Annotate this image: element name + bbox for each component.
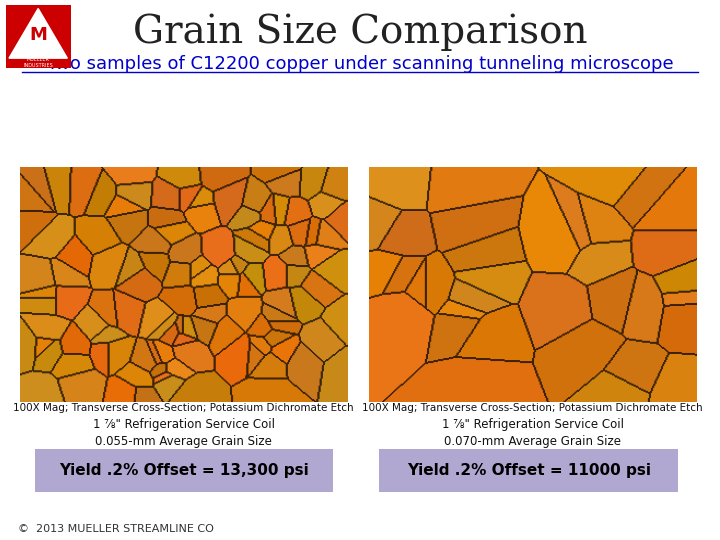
Text: 0.055-mm Average Grain Size: 0.055-mm Average Grain Size: [95, 435, 272, 448]
Text: 0.070-mm Average Grain Size: 0.070-mm Average Grain Size: [444, 435, 621, 448]
Text: 100X Mag; Transverse Cross-Section; Potassium Dichromate Etch: 100X Mag; Transverse Cross-Section; Pota…: [13, 403, 354, 413]
FancyBboxPatch shape: [35, 449, 333, 492]
Text: ©  2013 MUELLER STREAMLINE CO: © 2013 MUELLER STREAMLINE CO: [18, 523, 214, 534]
Text: M: M: [30, 26, 47, 44]
Text: MUELLER
INDUSTRIES: MUELLER INDUSTRIES: [23, 57, 53, 68]
Text: Yield .2% Offset = 11000 psi: Yield .2% Offset = 11000 psi: [407, 463, 651, 478]
Text: Two samples of C12200 copper under scanning tunneling microscope: Two samples of C12200 copper under scann…: [47, 55, 673, 73]
Text: Grain Size Comparison: Grain Size Comparison: [132, 14, 588, 51]
FancyBboxPatch shape: [379, 449, 678, 492]
Text: 100X Mag; Transverse Cross-Section; Potassium Dichromate Etch: 100X Mag; Transverse Cross-Section; Pota…: [362, 403, 703, 413]
Text: Yield .2% Offset = 13,300 psi: Yield .2% Offset = 13,300 psi: [59, 463, 309, 478]
Polygon shape: [9, 9, 68, 58]
Text: 1 ⅞" Refrigeration Service Coil: 1 ⅞" Refrigeration Service Coil: [93, 418, 274, 431]
Text: 1 ⅞" Refrigeration Service Coil: 1 ⅞" Refrigeration Service Coil: [442, 418, 624, 431]
